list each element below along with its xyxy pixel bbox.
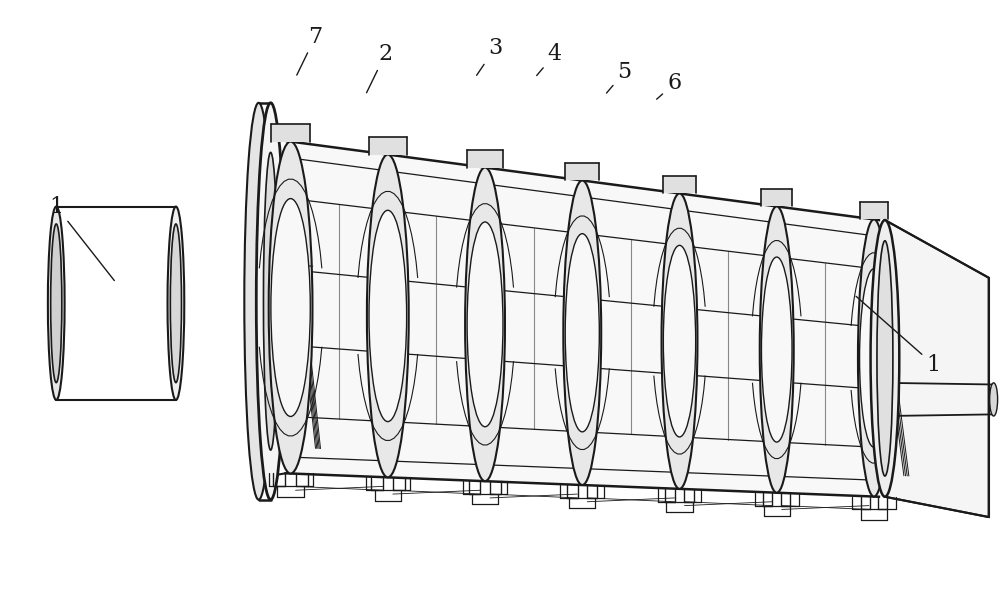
Ellipse shape — [369, 210, 407, 422]
Ellipse shape — [263, 153, 278, 450]
Polygon shape — [663, 176, 696, 193]
Polygon shape — [885, 220, 989, 517]
Polygon shape — [467, 150, 503, 167]
Ellipse shape — [269, 141, 312, 474]
Text: 7: 7 — [297, 25, 323, 75]
Ellipse shape — [761, 257, 792, 442]
Ellipse shape — [760, 206, 794, 493]
Text: 3: 3 — [477, 37, 502, 75]
Ellipse shape — [871, 220, 899, 497]
Ellipse shape — [465, 167, 505, 481]
Ellipse shape — [168, 207, 184, 400]
Text: 4: 4 — [537, 43, 562, 75]
Ellipse shape — [48, 207, 65, 400]
Text: 5: 5 — [607, 61, 632, 93]
Ellipse shape — [858, 219, 890, 497]
Ellipse shape — [563, 180, 601, 485]
Ellipse shape — [271, 198, 310, 416]
Ellipse shape — [367, 154, 409, 477]
Text: 1: 1 — [856, 296, 941, 376]
Ellipse shape — [877, 241, 893, 476]
Polygon shape — [860, 202, 888, 219]
Ellipse shape — [244, 103, 273, 499]
Ellipse shape — [990, 383, 998, 416]
Text: 1: 1 — [49, 196, 114, 280]
Ellipse shape — [170, 224, 181, 383]
Ellipse shape — [662, 193, 697, 489]
Polygon shape — [271, 124, 310, 141]
Text: 2: 2 — [367, 43, 392, 92]
Polygon shape — [565, 163, 599, 180]
Ellipse shape — [467, 222, 503, 426]
Ellipse shape — [663, 246, 696, 437]
Polygon shape — [761, 189, 792, 206]
Text: 6: 6 — [657, 72, 682, 99]
Ellipse shape — [256, 103, 285, 499]
Polygon shape — [286, 141, 879, 497]
Ellipse shape — [565, 234, 599, 432]
Polygon shape — [369, 137, 407, 154]
Ellipse shape — [51, 224, 62, 383]
Ellipse shape — [860, 269, 888, 447]
